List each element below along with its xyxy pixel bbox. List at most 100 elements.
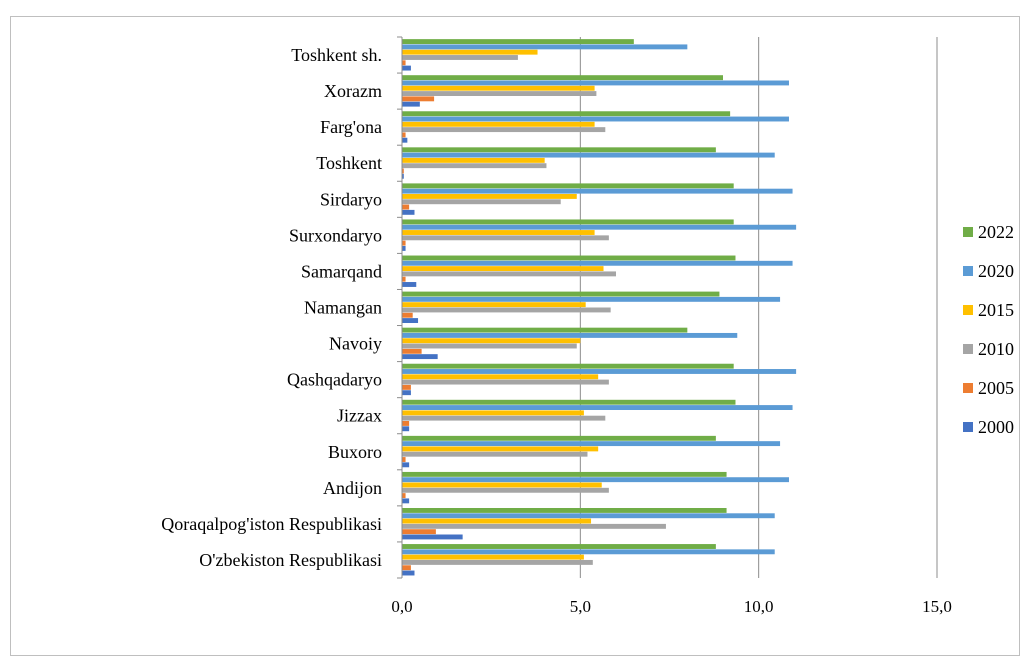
bar — [402, 44, 688, 50]
bar — [402, 441, 781, 447]
legend-label: 2000 — [978, 417, 1014, 437]
legend-label: 2010 — [978, 339, 1014, 359]
axes — [397, 36, 403, 579]
category-label: Toshkent sh. — [291, 45, 382, 65]
bar — [402, 255, 736, 261]
bar — [402, 332, 738, 338]
category-label: Qoraqalpog'iston Respublikasi — [161, 514, 382, 534]
bar — [402, 363, 734, 369]
bar — [402, 157, 545, 163]
bar — [402, 348, 422, 354]
bar — [402, 379, 609, 385]
bar — [402, 291, 720, 297]
category-label: Buxoro — [328, 442, 382, 462]
category-label: Namangan — [304, 298, 382, 318]
bar — [402, 80, 789, 86]
bar — [402, 91, 597, 96]
category-label: Surxondaryo — [289, 225, 382, 245]
bar — [402, 219, 734, 225]
bar — [402, 96, 435, 102]
bar — [402, 307, 611, 313]
bar — [402, 482, 602, 488]
bar — [402, 55, 518, 60]
bar — [402, 116, 789, 122]
legend-label: 2015 — [978, 300, 1014, 320]
bar — [402, 508, 727, 513]
bar — [402, 85, 595, 91]
bar — [402, 338, 581, 344]
bar — [402, 296, 781, 302]
bar — [402, 65, 411, 71]
legend-swatch — [963, 266, 973, 276]
bar — [402, 224, 797, 230]
bar — [402, 312, 413, 318]
bar — [402, 518, 592, 524]
bar — [402, 266, 604, 272]
bar — [402, 493, 406, 499]
category-label: Qashqadaryo — [287, 370, 382, 390]
category-label: Navoiy — [329, 334, 382, 354]
bar — [402, 137, 408, 143]
bar — [402, 477, 789, 483]
bar — [402, 554, 584, 560]
bar — [402, 415, 606, 421]
bar — [402, 421, 410, 426]
legend-swatch — [963, 305, 973, 315]
bar — [402, 147, 716, 153]
bar — [402, 230, 595, 235]
bar — [402, 318, 419, 323]
bar — [402, 399, 736, 405]
bar — [402, 271, 616, 277]
bar — [402, 343, 577, 349]
bar — [402, 513, 775, 519]
bar — [402, 49, 538, 55]
bar — [402, 487, 609, 493]
bar — [402, 451, 588, 457]
bar — [402, 111, 731, 117]
bar — [402, 435, 716, 441]
bar — [402, 276, 406, 282]
bar — [402, 60, 406, 66]
bar — [402, 405, 793, 410]
category-label: O'zbekiston Respublikasi — [199, 550, 382, 570]
bar — [402, 260, 793, 266]
bar — [402, 384, 411, 390]
bar — [402, 471, 727, 477]
bar — [402, 209, 415, 215]
bar — [402, 354, 438, 360]
category-label: Sirdaryo — [320, 189, 382, 209]
bar — [402, 446, 599, 452]
bar — [402, 75, 723, 81]
bar — [402, 327, 688, 333]
bar — [402, 39, 634, 45]
category-label: Xorazm — [324, 81, 382, 101]
bars — [402, 39, 797, 576]
bar — [402, 390, 411, 396]
x-tick-label: 5,0 — [570, 597, 591, 616]
bar — [402, 374, 599, 380]
bar — [402, 240, 406, 246]
category-label: Farg'ona — [320, 117, 382, 137]
category-label: Jizzax — [337, 406, 382, 426]
bar — [402, 282, 417, 287]
bar — [402, 188, 793, 194]
bar — [402, 457, 406, 462]
legend-swatch — [963, 383, 973, 393]
x-tick-label: 0,0 — [391, 597, 412, 616]
legend-swatch — [963, 227, 973, 237]
bar — [402, 194, 577, 199]
bar — [402, 168, 404, 174]
bar — [402, 183, 734, 189]
bar — [402, 426, 410, 432]
bar — [402, 544, 716, 549]
x-tick-labels: 0,0 5,0 10,0 15,0 — [391, 597, 952, 616]
x-tick-label: 10,0 — [744, 597, 774, 616]
bar — [402, 101, 420, 107]
category-label: Toshkent — [316, 153, 382, 173]
bar — [402, 163, 547, 169]
legend-label: 2022 — [978, 222, 1014, 242]
bar — [402, 565, 411, 571]
bar — [402, 204, 410, 210]
bar — [402, 235, 609, 241]
